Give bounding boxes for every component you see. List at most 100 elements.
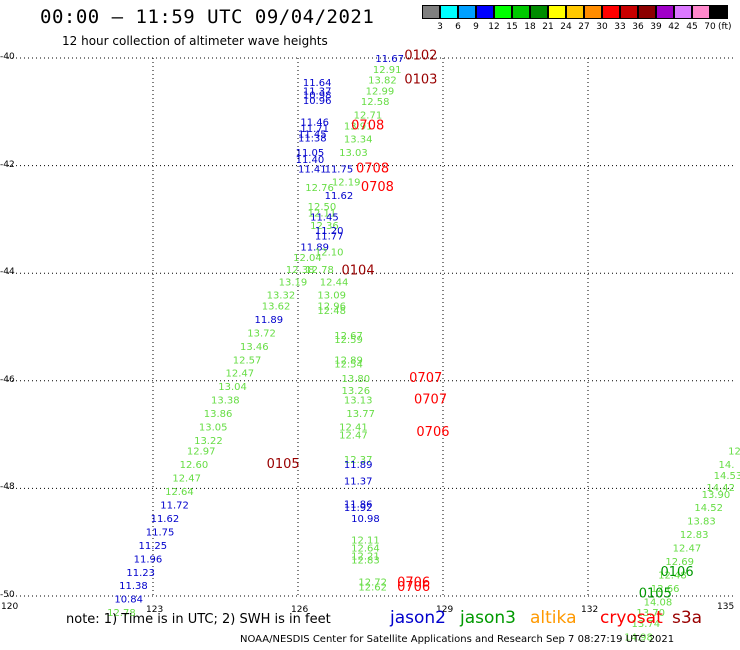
wave-height-value: 11.41 (298, 164, 327, 175)
legend-label: 27 (578, 22, 590, 32)
lon-tick-label: 135 (717, 602, 735, 612)
page-title: 00:00 — 11:59 UTC 09/04/2021 (40, 6, 375, 28)
wave-height-value: 12.41 (339, 423, 368, 434)
legend-swatch (548, 5, 566, 19)
wave-height-value: 13.22 (194, 436, 223, 447)
wave-height-value: 12.21 (351, 552, 380, 563)
wave-height-value: 12.62 (358, 582, 387, 593)
wave-height-value: 12.54 (334, 360, 363, 371)
wave-height-value: 12.58 (361, 97, 390, 108)
wave-height-value: 12.37 (344, 455, 373, 466)
wave-height-value: 11.75 (146, 527, 175, 538)
wave-height-value: 11.89 (255, 315, 284, 326)
wave-height-value: 12.04 (293, 253, 322, 264)
pass-time-label: 0707 (414, 393, 447, 408)
legend-label: 18 (524, 22, 536, 32)
wave-height-value: 13.46 (240, 342, 269, 353)
wave-height-value: 10.98 (303, 91, 332, 102)
wave-height-value: 12.71 (354, 110, 383, 121)
wave-height-value: 11.92 (344, 503, 373, 514)
pass-time-label: 0708 (361, 180, 394, 195)
legend-swatch (440, 5, 458, 19)
wave-height-value: 10.84 (114, 595, 143, 606)
wave-height-value: 12.44 (320, 277, 349, 288)
wave-height-value: 12.50 (308, 202, 337, 213)
wave-height-value: 11.77 (315, 232, 344, 243)
wave-height-value: 12.57 (233, 355, 262, 366)
legend-label: 9 (473, 22, 479, 32)
wave-height-value: 12.97 (187, 447, 216, 458)
wave-height-value: 14. (719, 460, 735, 471)
lat-tick-label: -48 (0, 482, 15, 493)
lon-tick-label: 132 (581, 605, 599, 615)
wave-height-value: 11.37 (344, 476, 373, 487)
wave-height-value: 11.89 (300, 242, 329, 253)
wave-height-value: 12.83 (680, 530, 709, 541)
lat-tick-label: -50 (0, 590, 15, 600)
legend-label: 33 (614, 22, 626, 32)
wave-height-value: 11.37 (303, 86, 332, 97)
lat-tick-label: -40 (0, 52, 15, 62)
wave-height-value: 12 (728, 447, 740, 458)
wave-height-value: 12.47 (673, 544, 702, 555)
wave-height-value: 12.69 (665, 557, 694, 568)
wave-height-value: 13.74 (632, 619, 661, 630)
satellite-jason3: jason3 (460, 608, 516, 628)
pass-time-label: 0706 (416, 425, 449, 440)
legend-swatch (530, 5, 548, 19)
pass-time-label: 0708 (356, 161, 389, 176)
satellite-altika: altika (530, 608, 577, 628)
wave-height-value: 12.48 (317, 306, 346, 317)
wave-height-value: 11.62 (325, 191, 354, 202)
wave-height-value: 13.72 (247, 328, 276, 339)
wave-height-value: 12.36 (310, 221, 339, 232)
wave-height-value: 13.38 (211, 396, 240, 407)
wave-height-value: 13.90 (702, 490, 731, 501)
wave-height-value: 12.78 (305, 265, 334, 276)
legend-swatch (422, 5, 440, 19)
wave-height-value: 11.62 (151, 514, 180, 525)
legend-label: 39 (650, 22, 662, 32)
wave-height-value: 12.76 (305, 183, 334, 194)
wave-height-value: 14.52 (694, 503, 723, 514)
pass-time-label: 0102 (404, 48, 437, 63)
wave-height-value: 12.38 (286, 265, 315, 276)
legend-swatch (602, 5, 620, 19)
wave-height-value: 13.03 (339, 148, 368, 159)
legend-label: 12 (488, 22, 500, 32)
wave-height-value: 11.72 (160, 501, 189, 512)
wave-height-value: 13.26 (342, 386, 371, 397)
wave-height-value: 11.45 (298, 129, 327, 140)
wave-height-value: 12.10 (315, 248, 344, 259)
legend-swatch (476, 5, 494, 19)
legend-swatch (710, 5, 728, 19)
wave-height-value: 12.48 (658, 570, 687, 581)
satellite-cryosat: cryosat (600, 608, 663, 628)
wave-height-value: 13.34 (344, 135, 373, 146)
wave-height-value: 12.60 (180, 460, 209, 471)
wave-height-value: 11.25 (139, 541, 168, 552)
legend-label: 36 (632, 22, 644, 32)
legend-swatch (566, 5, 584, 19)
wave-height-value: 13.91 (344, 121, 373, 132)
legend-swatch (458, 5, 476, 19)
legend-label: 15 (506, 22, 518, 32)
wave-height-value: 12.47 (172, 474, 201, 485)
legend-label: 70 (704, 22, 716, 32)
wave-height-value: 12.19 (332, 178, 361, 189)
wave-height-value: 12.72 (358, 577, 387, 588)
legend-label: 24 (560, 22, 572, 32)
wave-height-value: 13.77 (346, 409, 375, 420)
pass-time-label: 0706 (397, 580, 430, 595)
pass-time-label: 0708 (351, 118, 384, 133)
wave-height-value: 14.08 (644, 597, 673, 608)
pass-time-label: 0707 (409, 371, 442, 386)
wave-height-value: 11.05 (296, 148, 325, 159)
legend-swatch (512, 5, 530, 19)
legend-swatch (674, 5, 692, 19)
wave-height-value: 11.86 (344, 499, 373, 510)
wave-height-value: 11.96 (134, 554, 163, 565)
wave-height-value: 11.38 (119, 581, 148, 592)
wave-height-value: 12.47 (339, 431, 368, 442)
